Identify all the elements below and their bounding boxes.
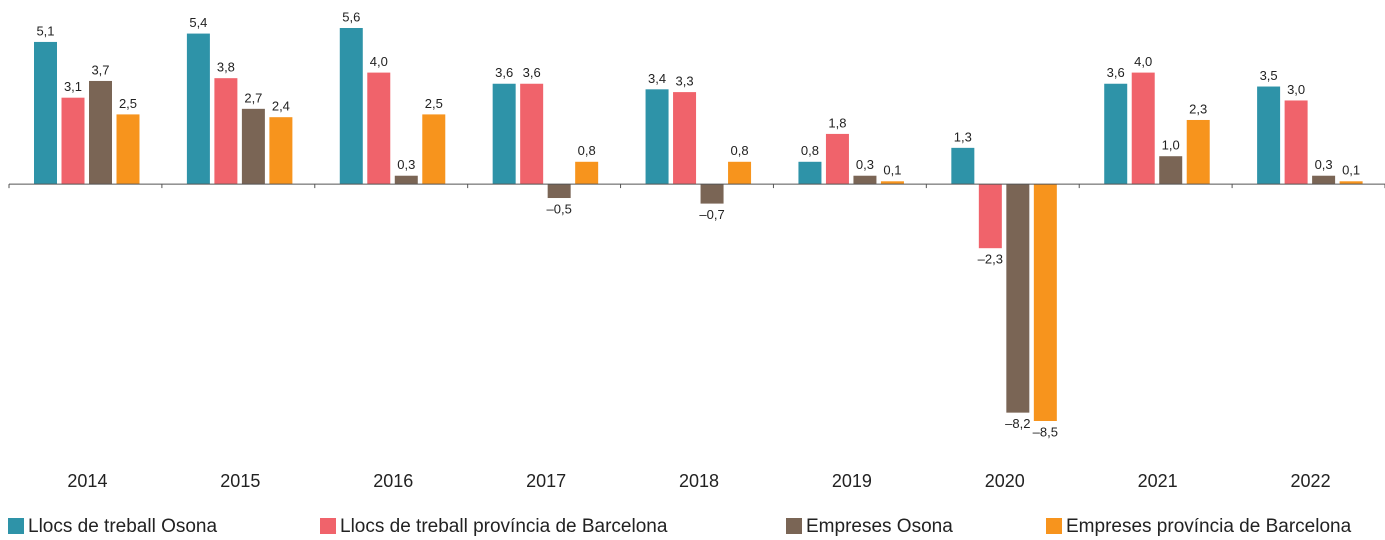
bar xyxy=(1339,181,1363,185)
bar xyxy=(951,147,975,185)
bar xyxy=(61,97,85,185)
bar xyxy=(394,175,418,185)
data-label: –0,7 xyxy=(699,207,724,222)
data-label: 1,0 xyxy=(1162,138,1180,153)
data-label: –8,5 xyxy=(1033,424,1058,439)
data-label: 3,6 xyxy=(1107,65,1125,80)
data-label: 3,6 xyxy=(523,65,541,80)
bar xyxy=(1257,86,1281,185)
bar xyxy=(116,114,140,185)
data-label: 1,8 xyxy=(828,115,846,130)
data-label: 3,8 xyxy=(217,60,235,75)
data-label: 5,1 xyxy=(36,23,54,38)
data-label: 1,3 xyxy=(954,129,972,144)
data-label: 0,3 xyxy=(1315,157,1333,172)
data-label: 4,0 xyxy=(1134,54,1152,69)
bar xyxy=(1186,119,1210,185)
data-label: 0,3 xyxy=(397,157,415,172)
legend-swatch xyxy=(786,518,802,534)
bar xyxy=(241,108,265,185)
bar xyxy=(1159,156,1183,185)
data-label: 2,7 xyxy=(244,90,262,105)
data-label: 0,3 xyxy=(856,157,874,172)
bar xyxy=(547,184,571,199)
data-label: 5,6 xyxy=(342,9,360,24)
data-label: 2,5 xyxy=(119,96,137,111)
data-label: 0,1 xyxy=(883,163,901,178)
x-tick-label: 2021 xyxy=(1138,471,1178,491)
legend-label: Llocs de treball Osona xyxy=(28,516,217,537)
data-label: 3,6 xyxy=(495,65,513,80)
data-label: 0,8 xyxy=(578,143,596,158)
x-tick-label: 2017 xyxy=(526,471,566,491)
bar xyxy=(422,114,446,185)
bar xyxy=(1312,175,1336,185)
bar xyxy=(1104,83,1128,185)
x-tick-label: 2020 xyxy=(985,471,1025,491)
bar xyxy=(339,28,363,185)
x-tick-label: 2014 xyxy=(67,471,107,491)
bar xyxy=(645,89,669,185)
bar xyxy=(367,72,391,185)
bar xyxy=(853,175,877,185)
bar xyxy=(575,161,599,185)
legend-label: Empreses província de Barcelona xyxy=(1066,516,1352,537)
data-label: 0,8 xyxy=(731,143,749,158)
data-label: 2,4 xyxy=(272,99,290,114)
data-label: 5,4 xyxy=(189,15,207,30)
bar xyxy=(520,83,544,185)
data-label: 0,8 xyxy=(801,143,819,158)
bar xyxy=(1284,100,1308,185)
bar xyxy=(492,83,516,185)
bar xyxy=(728,161,752,185)
bar xyxy=(34,41,57,185)
x-tick-label: 2022 xyxy=(1291,471,1331,491)
data-label: 3,4 xyxy=(648,71,666,86)
data-label: 2,3 xyxy=(1189,101,1207,116)
bar xyxy=(1006,184,1030,413)
x-tick-label: 2018 xyxy=(679,471,719,491)
data-label: 4,0 xyxy=(370,54,388,69)
x-tick-label: 2019 xyxy=(832,471,872,491)
data-label: –2,3 xyxy=(978,252,1003,267)
bar xyxy=(1131,72,1155,185)
bar xyxy=(1033,184,1057,421)
legend-label: Llocs de treball província de Barcelona xyxy=(340,516,668,537)
data-label: 3,3 xyxy=(676,74,694,89)
bar xyxy=(798,161,822,185)
legend-label: Empreses Osona xyxy=(806,516,953,537)
bar xyxy=(673,92,697,185)
data-label: 3,5 xyxy=(1260,68,1278,83)
legend-swatch xyxy=(320,518,336,534)
data-label: –8,2 xyxy=(1005,416,1030,431)
data-label: 2,5 xyxy=(425,96,443,111)
data-label: 0,1 xyxy=(1342,163,1360,178)
bar xyxy=(978,184,1002,249)
bar xyxy=(89,80,112,185)
bar xyxy=(186,33,210,185)
bar xyxy=(269,117,293,185)
data-label: 3,7 xyxy=(91,62,109,77)
bar xyxy=(214,78,238,185)
data-label: 3,1 xyxy=(64,79,82,94)
legend-swatch xyxy=(1046,518,1062,534)
data-label: 3,0 xyxy=(1287,82,1305,97)
bar xyxy=(880,181,904,185)
x-tick-label: 2016 xyxy=(373,471,413,491)
bar xyxy=(700,184,724,204)
legend-swatch xyxy=(8,518,24,534)
x-tick-label: 2015 xyxy=(220,471,260,491)
bar xyxy=(825,133,849,185)
data-label: –0,5 xyxy=(547,201,572,216)
